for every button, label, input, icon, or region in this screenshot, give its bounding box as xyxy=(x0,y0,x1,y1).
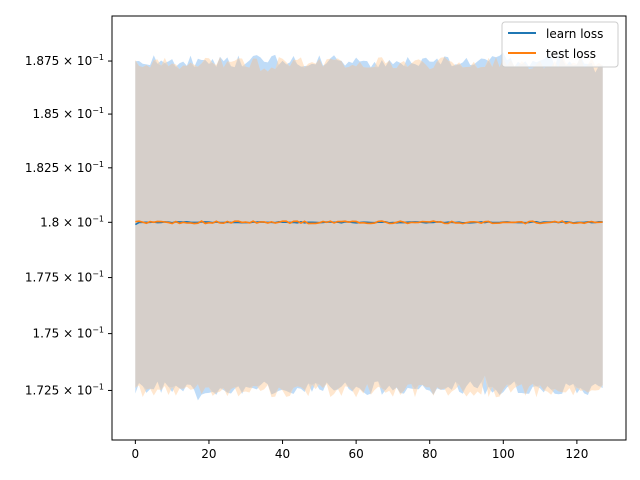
legend-label-learn-loss: learn loss xyxy=(546,27,603,41)
y-tick-label: 1.75 × 10−1 xyxy=(33,326,104,341)
y-tick-label: 1.85 × 10−1 xyxy=(33,106,104,121)
x-tick-label: 40 xyxy=(275,447,290,461)
x-axis: 0 20 40 60 80 100 120 xyxy=(132,440,588,461)
y-tick-label: 1.8 × 10−1 xyxy=(40,214,104,229)
plot-frame xyxy=(111,15,627,441)
x-tick-label: 20 xyxy=(201,447,216,461)
line-test-loss xyxy=(135,220,603,225)
x-tick-label: 100 xyxy=(492,447,515,461)
x-tick-label: 0 xyxy=(132,447,140,461)
y-tick-label: 1.875 × 10−1 xyxy=(25,53,104,68)
y-tick-label: 1.825 × 10−1 xyxy=(25,160,104,175)
legend: learn loss test loss xyxy=(501,21,619,68)
y-tick-label: 1.725 × 10−1 xyxy=(25,382,104,397)
x-tick-label: 120 xyxy=(565,447,588,461)
legend-label-test-loss: test loss xyxy=(546,47,596,61)
plot-area xyxy=(134,52,603,401)
band-overlap xyxy=(135,57,603,396)
y-tick-label: 1.775 × 10−1 xyxy=(25,270,104,285)
x-tick-label: 80 xyxy=(422,447,437,461)
y-axis: 1.725 × 10−1 1.75 × 10−1 1.775 × 10−1 1.8 ×… xyxy=(25,53,112,397)
x-tick-label: 60 xyxy=(348,447,363,461)
